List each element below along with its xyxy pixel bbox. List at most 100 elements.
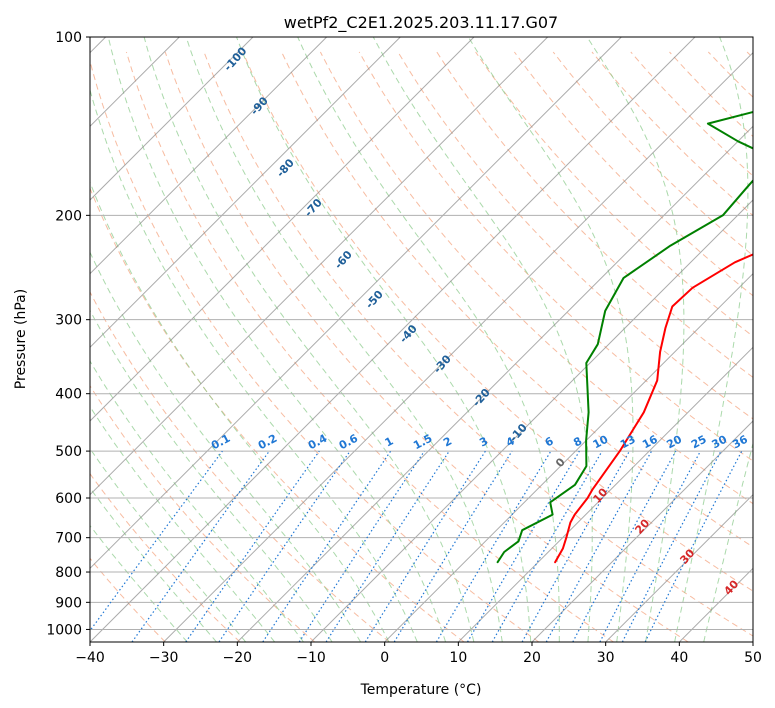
dry-adiabat (552, 51, 753, 257)
x-ticks: −40 −30 −20 −10 0 10 20 30 40 50 (75, 642, 762, 666)
mixing-ratio-line (599, 450, 702, 642)
y-tick-label: 200 (55, 208, 82, 224)
x-tick-label: 20 (523, 650, 541, 666)
moist-adiabat (143, 37, 475, 642)
isotherm (90, 37, 401, 349)
plot-area: 0.1 0.2 0.4 0.6 1 1.5 2 3 4 6 8 10 13 16 20 25 30 36-100-… (90, 37, 753, 642)
mixing-ratio-label: 3 (477, 434, 490, 449)
dry-adiabat-label: -40 (397, 322, 420, 346)
mixing-ratio-line (644, 450, 743, 642)
mixing-ratio-line (131, 450, 270, 642)
moist-adiabat-label: 30 (677, 546, 697, 566)
x-tick-label: −40 (75, 650, 105, 666)
mixing-ratio-label: 13 (618, 433, 638, 452)
x-tick-label: 0 (380, 650, 389, 666)
y-tick-label: 900 (55, 595, 82, 611)
plot-clip (90, 37, 753, 642)
dry-adiabat (397, 51, 753, 420)
mixing-ratio-label: 1 (383, 434, 396, 449)
isotherm (457, 346, 753, 642)
y-tick-label: 1000 (46, 622, 82, 638)
isotherm (310, 199, 753, 642)
mixing-ratio-line (435, 450, 552, 642)
moist-adiabat (90, 524, 188, 642)
moist-adiabat-label: 0 (553, 455, 568, 470)
mixing-ratio-label: 6 (543, 434, 556, 449)
temperature-profile (554, 253, 753, 564)
dry-adiabat (164, 51, 689, 642)
mixing-ratio-label: 8 (571, 434, 584, 449)
moist-adiabat (372, 37, 593, 642)
y-tick-label: 700 (55, 531, 82, 547)
mixing-ratio-label: 30 (710, 433, 730, 452)
dry-adiabat (242, 51, 753, 592)
isotherm (90, 37, 328, 275)
mixing-ratio-label: 36 (730, 433, 750, 452)
isotherm (384, 272, 753, 642)
mixing-ratio-line (545, 450, 653, 642)
x-tick-label: −10 (296, 650, 326, 666)
mixing-ratio-line (325, 450, 450, 642)
mixing-ratio-label: 10 (591, 433, 611, 452)
dry-adiabat (90, 384, 316, 642)
y-ticks: 100 200 300 400 500 600 700 800 900 1000 (46, 30, 90, 638)
isotherm (236, 125, 753, 642)
mixing-ratio-line (364, 450, 486, 642)
moist-adiabat (90, 88, 418, 642)
dry-adiabat-label: -30 (431, 352, 454, 376)
mixing-ratio-label: 0.4 (306, 432, 330, 453)
dry-adiabat (319, 51, 753, 505)
isotherm (531, 420, 753, 642)
moist-adiabat (107, 37, 447, 642)
chart-title: wetPf2_C2E1.2025.203.11.17.G07 (284, 13, 558, 33)
mixing-ratio-line (393, 450, 513, 642)
x-tick-label: 10 (449, 650, 467, 666)
y-axis-title: Pressure (hPa) (13, 289, 29, 389)
mixing-ratio-line (572, 450, 677, 642)
y-tick-label: 300 (55, 313, 82, 329)
x-tick-label: −20 (223, 650, 253, 666)
dry-adiabat (475, 51, 753, 337)
isotherm (90, 37, 622, 570)
dewpoint-profile (496, 110, 753, 564)
mixing-ratio-label: 0.2 (256, 432, 279, 453)
dry-adiabat-label: -60 (332, 248, 355, 272)
moist-adiabat (90, 360, 304, 642)
dry-adiabat (746, 51, 753, 59)
moist-adiabat (467, 37, 634, 642)
y-tick-label: 500 (55, 444, 82, 460)
x-tick-label: 30 (597, 650, 615, 666)
dry-adiabat-label: -50 (363, 288, 386, 312)
isotherm (605, 493, 753, 642)
moist-adiabat (90, 447, 247, 642)
dry-adiabat (436, 51, 753, 378)
y-tick-label: 100 (55, 30, 82, 46)
isotherm (90, 37, 696, 642)
isotherm (90, 37, 549, 496)
dry-adiabat (358, 51, 753, 462)
mixing-ratio-label: 1.5 (411, 432, 434, 453)
x-tick-label: 40 (670, 650, 688, 666)
dry-adiabat (707, 51, 753, 98)
moist-adiabat (90, 487, 217, 642)
mixing-ratio-line (521, 450, 631, 642)
mixing-ratio-line (262, 450, 392, 642)
mixing-ratio-label: 16 (640, 433, 660, 452)
dry-adiabat (90, 59, 540, 642)
dry-adiabat (90, 291, 390, 642)
mixing-ratio-line (298, 450, 425, 642)
mixing-ratio-line (185, 450, 320, 642)
moist-adiabat (185, 37, 503, 642)
x-tick-label: −30 (149, 650, 179, 666)
y-tick-label: 400 (55, 387, 82, 403)
isotherm (163, 51, 753, 642)
plot-frame (89, 36, 754, 643)
dry-adiabat-label: -70 (302, 196, 325, 220)
mixing-ratio-line (218, 450, 351, 642)
moist-adiabat (674, 37, 749, 642)
mixing-ratio-line (621, 450, 722, 642)
mixing-ratio-label: 25 (689, 433, 709, 452)
isotherm (90, 37, 475, 422)
moist-adiabat (90, 180, 390, 642)
